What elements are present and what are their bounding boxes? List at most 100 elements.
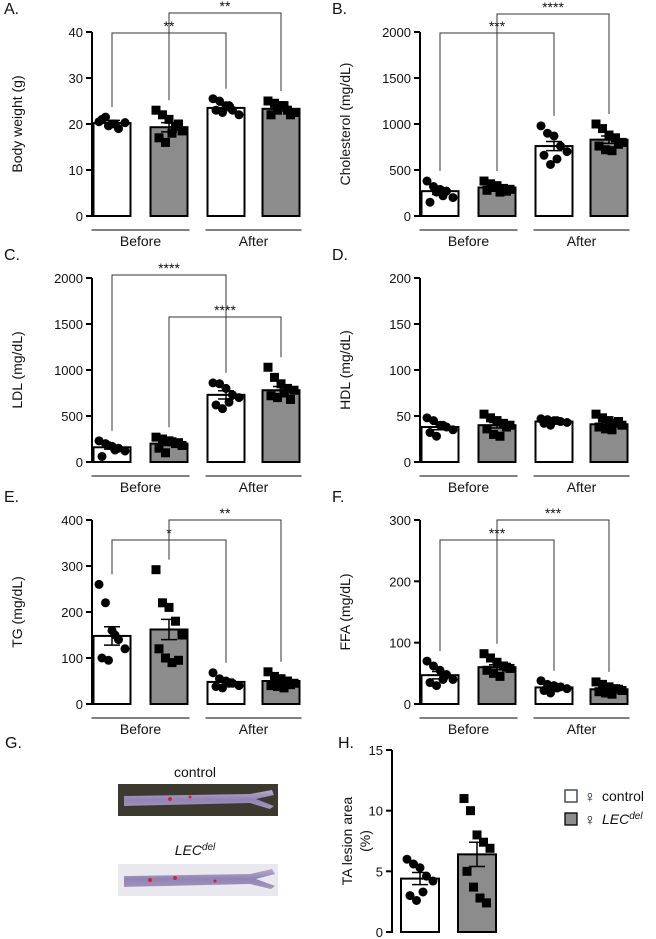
data-point (104, 655, 113, 665)
error-bar (157, 121, 181, 133)
data-point (97, 114, 107, 124)
data-point (158, 598, 167, 608)
x-group-label: Before (448, 479, 489, 495)
bar (534, 420, 574, 463)
data-point (489, 668, 498, 678)
data-point (601, 688, 610, 698)
data-point (94, 579, 104, 589)
data-point (594, 141, 604, 151)
aorta-tissue (124, 790, 274, 809)
error-bar (465, 841, 489, 868)
panel-label: C. (4, 247, 20, 264)
data-point (279, 683, 289, 693)
x-group-label: Before (120, 721, 161, 737)
error-bar (408, 871, 432, 886)
x-group-label: After (567, 233, 597, 249)
x-group-label: After (239, 721, 269, 737)
error-bar (428, 423, 452, 431)
data-point (402, 854, 412, 864)
data-point (591, 677, 601, 687)
data-point (598, 124, 607, 134)
y-tick-label: 15 (369, 743, 383, 758)
data-point (492, 657, 502, 667)
data-point (171, 616, 180, 626)
data-point (151, 105, 161, 115)
y-tick-label: 500 (389, 163, 411, 178)
y-tick-label: 40 (69, 25, 83, 40)
y-tick-label: 300 (61, 559, 83, 574)
data-point (489, 429, 498, 439)
data-point (598, 679, 607, 689)
y-axis-label: TA lesion area (339, 797, 355, 886)
error-bar (542, 419, 566, 424)
error-bar (157, 618, 181, 641)
data-point (151, 565, 161, 575)
data-point (607, 146, 617, 156)
data-point (234, 110, 244, 120)
y-axis-label: (%) (357, 830, 373, 852)
error-bar (214, 104, 238, 112)
significance-bracket (111, 274, 227, 431)
y-tick-label: 5 (376, 864, 383, 879)
data-point (614, 417, 623, 427)
data-point (283, 105, 292, 115)
data-point (502, 186, 511, 196)
error-bar (597, 686, 621, 692)
y-tick-label: 50 (397, 409, 411, 424)
y-tick-label: 100 (61, 651, 83, 666)
y-tick-label: 200 (389, 271, 411, 286)
data-point (289, 385, 299, 395)
data-point (432, 681, 441, 691)
y-tick-label: 0 (404, 209, 411, 224)
significance-label: *** (545, 505, 562, 521)
label-sup: del (629, 811, 643, 822)
y-axis-label: Body weight (g) (9, 75, 25, 172)
data-point (482, 665, 492, 675)
data-point (475, 893, 485, 903)
y-tick-label: 0 (404, 455, 411, 470)
image-caption: control (174, 764, 216, 780)
aorta-tissue (124, 869, 275, 889)
data-point (405, 891, 415, 901)
error-bar (542, 684, 566, 691)
data-point (601, 424, 610, 434)
data-point (167, 658, 177, 668)
y-tick-label: 0 (76, 697, 83, 712)
data-point (482, 424, 492, 434)
image-caption: LECdel (175, 842, 216, 859)
data-point (486, 413, 495, 423)
bar (261, 389, 301, 463)
label-base: LEC (602, 811, 630, 827)
data-point (546, 159, 555, 169)
y-tick-label: 1000 (382, 117, 411, 132)
data-point (459, 794, 469, 804)
y-tick-label: 500 (61, 409, 83, 424)
x-group-label: Before (120, 233, 161, 249)
data-point (174, 119, 183, 129)
data-point (283, 383, 292, 393)
data-point (539, 150, 549, 160)
data-point (161, 137, 170, 147)
data-point (594, 422, 604, 432)
y-tick-label: 1500 (54, 317, 83, 332)
y-tick-label: 2000 (382, 25, 411, 40)
data-point (273, 393, 282, 403)
error-bar (100, 444, 124, 450)
lesion-spot (188, 795, 192, 799)
data-point (614, 139, 623, 149)
data-point (286, 110, 295, 120)
data-point (562, 417, 572, 427)
significance-label: **** (214, 302, 236, 318)
data-point (154, 644, 164, 654)
y-tick-label: 200 (61, 605, 83, 620)
data-point (164, 602, 174, 612)
data-point (266, 391, 276, 401)
data-point (273, 105, 282, 115)
significance-bracket (496, 13, 610, 172)
data-point (120, 644, 130, 654)
data-point (161, 448, 170, 458)
data-point (164, 114, 174, 124)
data-point (479, 649, 489, 659)
